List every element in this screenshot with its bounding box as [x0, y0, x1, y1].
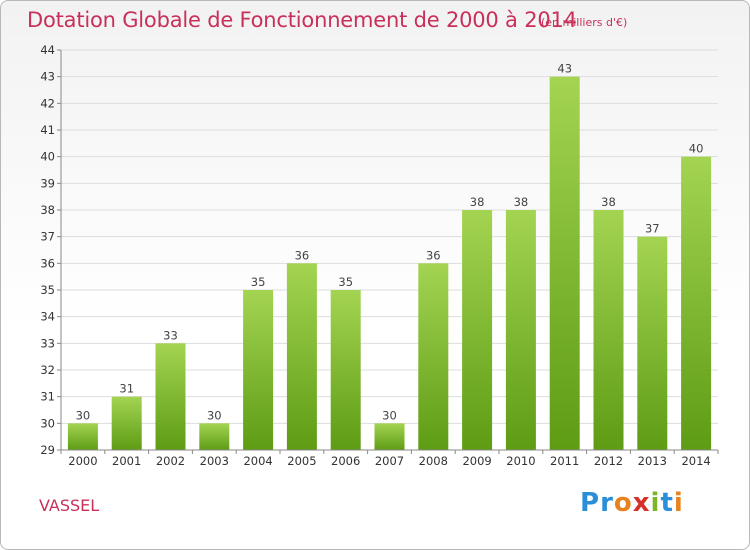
- axes: [60, 50, 718, 451]
- bar-2002: [155, 343, 186, 450]
- y-tick-label: 32: [40, 363, 55, 377]
- chart-title: Dotation Globale de Fonctionnement de 20…: [27, 8, 577, 32]
- chart-subtitle: (en milliers d'€): [541, 16, 628, 29]
- bar-2006: [330, 290, 361, 450]
- x-axis-ticks: 2000 2001 2002 2003 2004 2005 2006 2007 2008 2009…: [60, 450, 719, 468]
- y-tick-label: 36: [40, 256, 55, 270]
- y-tick-label: 40: [40, 150, 55, 164]
- x-tick-label-2004: 2004: [243, 454, 272, 468]
- data-label-2003: 30: [207, 408, 222, 422]
- x-tick-label-2010: 2010: [506, 454, 535, 468]
- y-axis-ticks: 29 30 31 32 33 34 35 36 37 38 39 40 41 42 43 44: [40, 43, 61, 457]
- y-tick-label: 38: [40, 203, 55, 217]
- data-label-2002: 33: [163, 328, 178, 342]
- x-tick-label-2013: 2013: [638, 454, 667, 468]
- x-tick-label-2005: 2005: [287, 454, 316, 468]
- data-label-2000: 30: [76, 408, 91, 422]
- y-tick-label: 31: [40, 390, 55, 404]
- bar-2008: [418, 263, 449, 450]
- y-tick-label: 35: [40, 283, 55, 297]
- logo-letter-p: P: [580, 488, 601, 518]
- bar-2000: [67, 423, 98, 450]
- bar-2014: [681, 156, 712, 450]
- bar-2011: [549, 76, 580, 451]
- bar-2001: [111, 396, 142, 450]
- data-label-2008: 36: [426, 248, 441, 262]
- y-tick-label: 30: [40, 416, 55, 430]
- bar-2007: [374, 423, 405, 450]
- y-tick-label: 29: [40, 443, 55, 457]
- data-label-2009: 38: [470, 195, 485, 209]
- x-tick-label-2003: 2003: [200, 454, 229, 468]
- data-label-2010: 38: [514, 195, 529, 209]
- data-label-2007: 30: [382, 408, 397, 422]
- bar-2004: [243, 290, 274, 450]
- x-tick-label-2014: 2014: [681, 454, 710, 468]
- x-tick-label-2001: 2001: [112, 454, 141, 468]
- data-label-2005: 36: [295, 248, 310, 262]
- x-tick-label-2008: 2008: [419, 454, 448, 468]
- y-tick-label: 39: [40, 176, 55, 190]
- data-label-2001: 31: [119, 382, 134, 396]
- bars: [67, 76, 712, 451]
- data-label-2004: 35: [251, 275, 266, 289]
- bar-2012: [593, 210, 624, 450]
- y-tick-label: 44: [40, 43, 55, 57]
- x-tick-label-2002: 2002: [156, 454, 185, 468]
- y-tick-label: 33: [40, 336, 55, 350]
- y-tick-label: 41: [40, 123, 55, 137]
- commune-name: VASSEL: [39, 496, 100, 515]
- logo-letter-o: o: [613, 488, 633, 518]
- data-labels: 30 31 33 30 35 36 35 30 36 38 38 43 38 37 40: [76, 62, 704, 423]
- bar-2003: [199, 423, 230, 450]
- x-tick-label-2006: 2006: [331, 454, 360, 468]
- logo-letter-i2: i: [673, 488, 684, 518]
- y-tick-label: 34: [40, 310, 55, 324]
- x-tick-label-2011: 2011: [550, 454, 579, 468]
- bar-2009: [462, 210, 493, 450]
- proxiti-logo: Proxiti: [580, 488, 684, 518]
- y-tick-label: 42: [40, 96, 55, 110]
- logo-letter-t: t: [660, 488, 674, 518]
- logo-letter-i: i: [650, 488, 661, 518]
- x-tick-label-2012: 2012: [594, 454, 623, 468]
- data-label-2013: 37: [645, 222, 660, 236]
- bar-2013: [637, 236, 668, 450]
- data-label-2012: 38: [601, 195, 616, 209]
- logo-letter-x: x: [632, 488, 651, 518]
- y-tick-label: 43: [40, 70, 55, 84]
- x-tick-label-2000: 2000: [68, 454, 97, 468]
- data-label-2014: 40: [689, 142, 704, 156]
- bar-2005: [286, 263, 317, 450]
- logo-letter-r: r: [600, 488, 614, 518]
- x-tick-label-2009: 2009: [462, 454, 491, 468]
- data-label-2011: 43: [557, 62, 572, 76]
- x-tick-label-2007: 2007: [375, 454, 404, 468]
- data-label-2006: 35: [338, 275, 353, 289]
- y-tick-label: 37: [40, 230, 55, 244]
- bar-2010: [505, 210, 536, 450]
